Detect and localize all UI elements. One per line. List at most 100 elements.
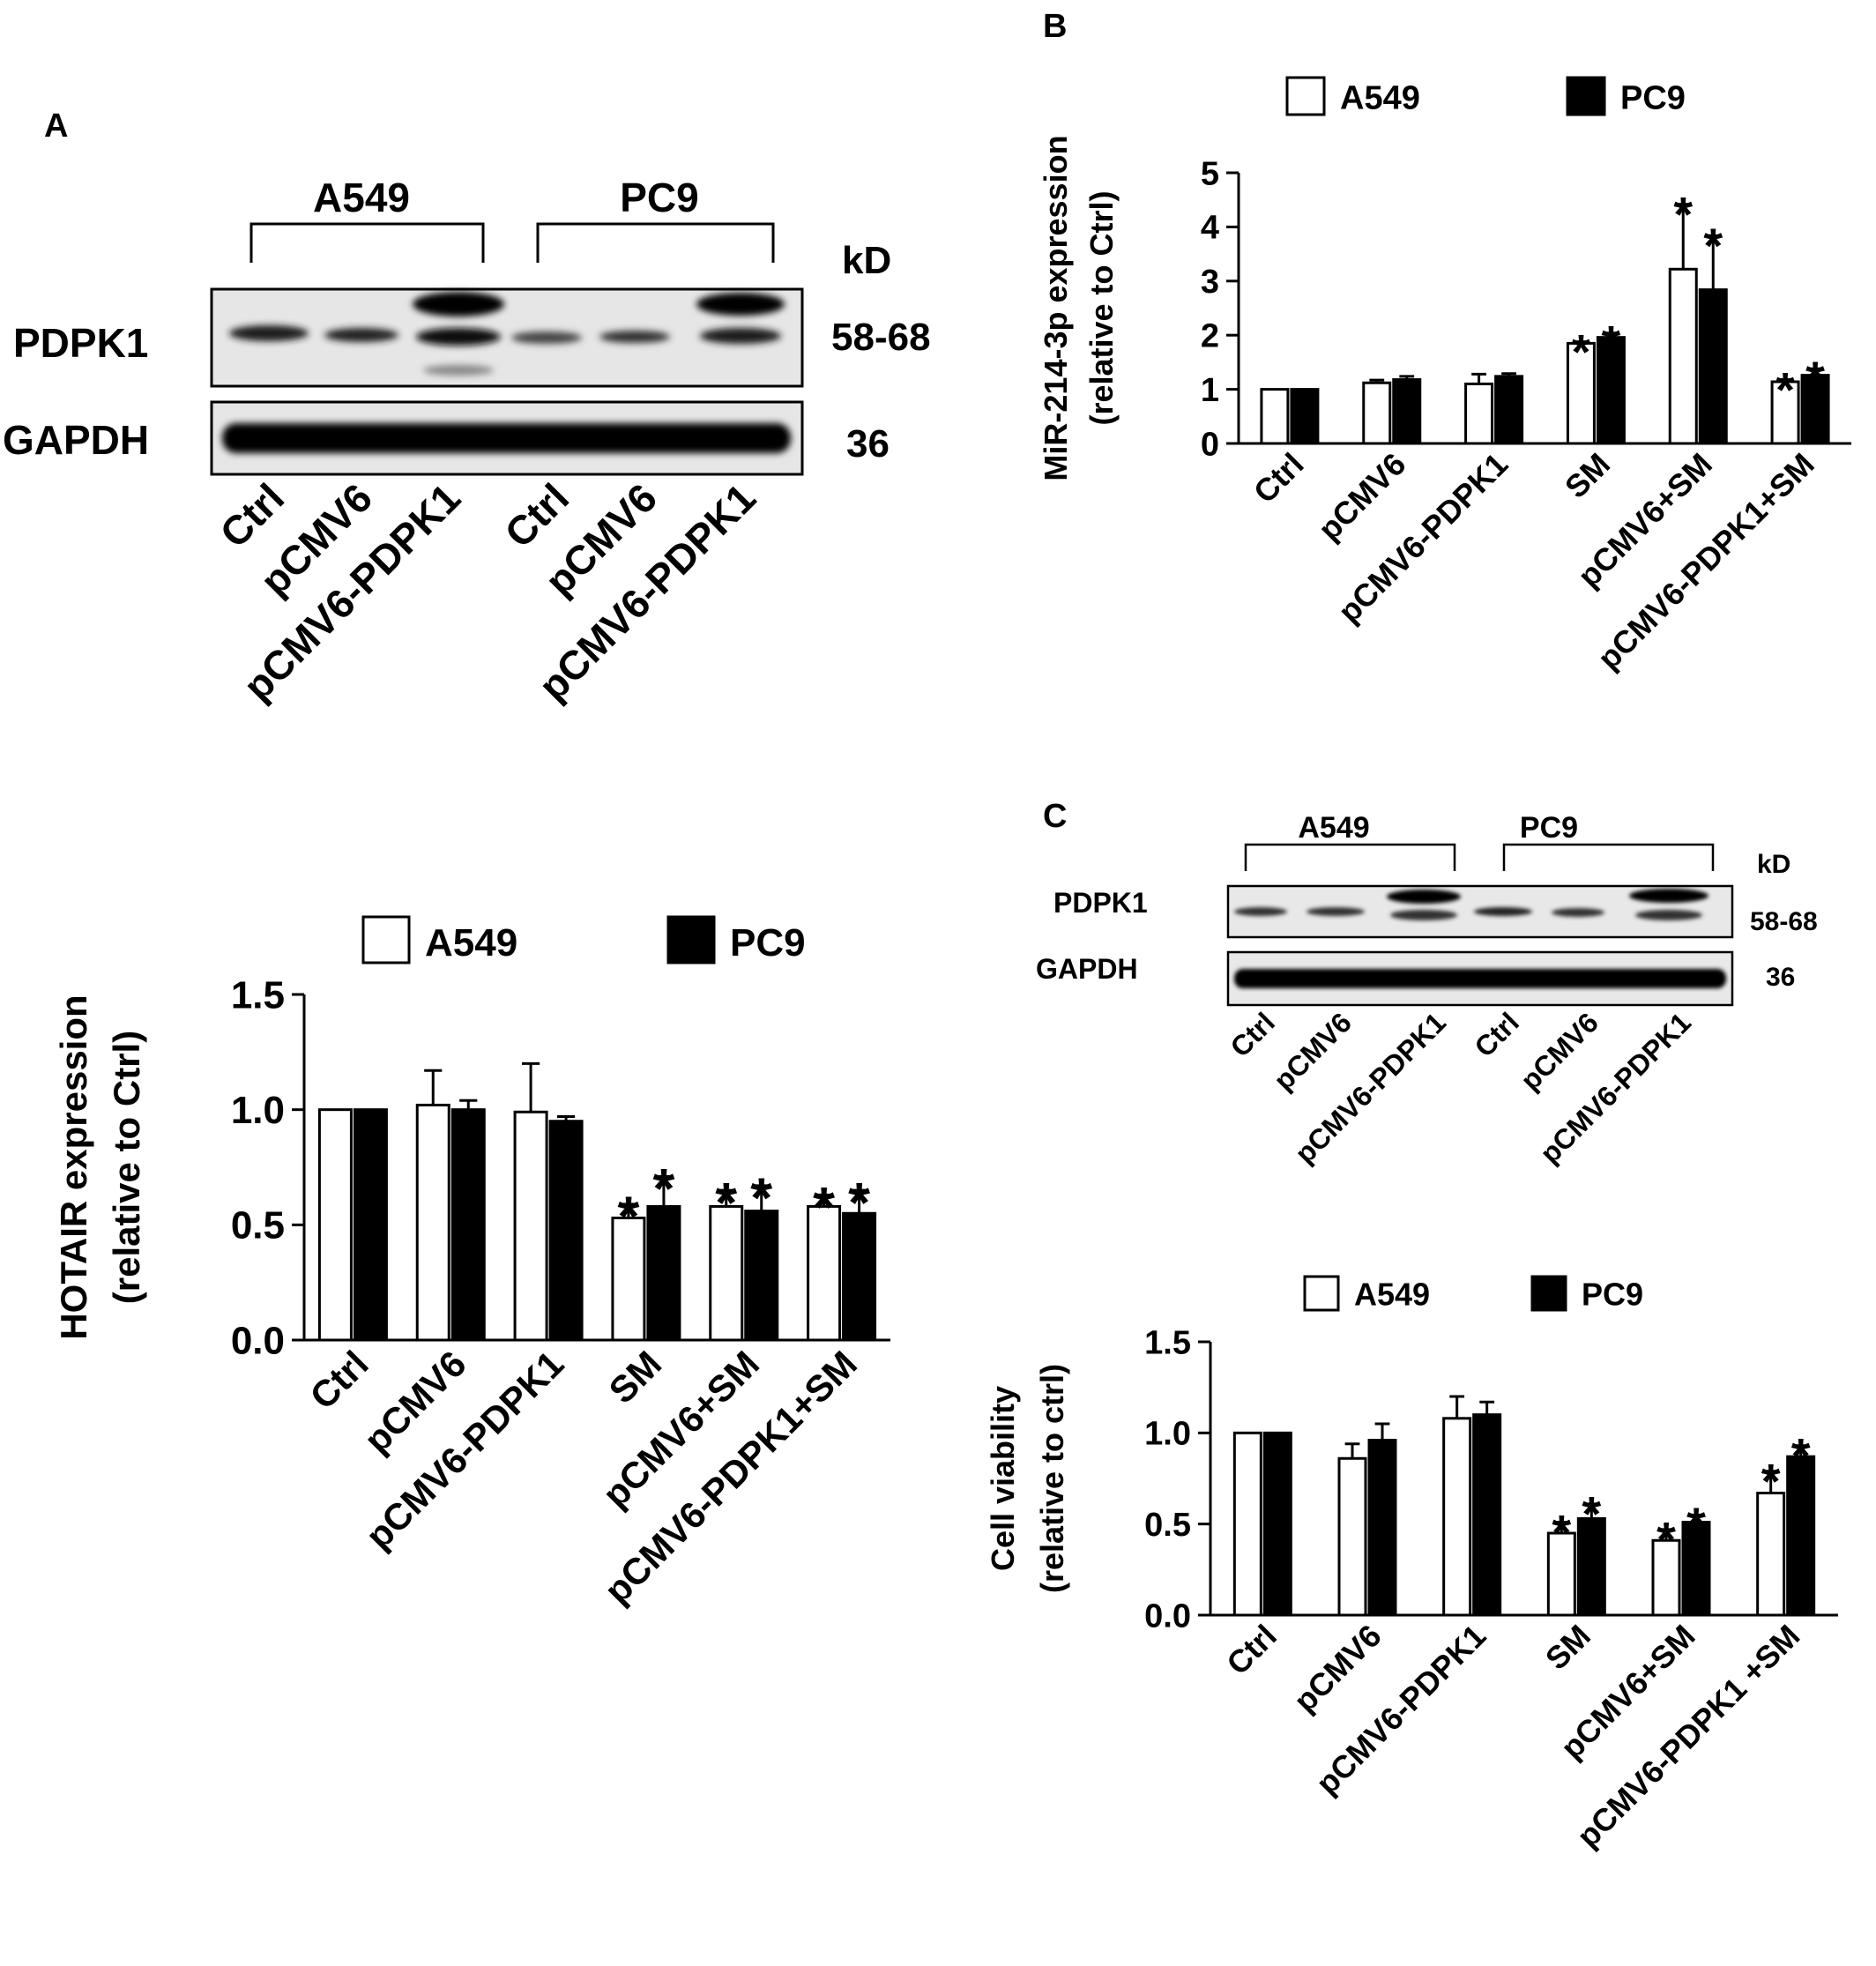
bar-pc9-3	[1596, 336, 1626, 445]
significance-star: *	[1656, 1512, 1676, 1568]
band	[511, 331, 582, 344]
significance-star: *	[1572, 324, 1591, 379]
y-tick-label: 4	[1201, 210, 1219, 247]
bar-a549-0	[1260, 388, 1290, 445]
legend-swatch-a549	[1285, 76, 1326, 116]
bar-a549-1	[415, 1103, 450, 1342]
lane-label: Ctrl	[1469, 1006, 1525, 1062]
bar-pc9-5	[842, 1211, 877, 1342]
chart-hotair: 0.0 0.5 1.0 1.5 HOTAIR expression (relative t…	[53, 915, 890, 1612]
blot-c-bracket-pc9	[1502, 843, 1715, 871]
legend-label-pc9: PC9	[730, 921, 806, 964]
bar-a549-1	[1362, 381, 1392, 445]
bar-pc9-5	[1800, 374, 1830, 445]
band	[1629, 889, 1708, 903]
legend-swatch-a549	[361, 915, 411, 964]
bar-a549-2	[1464, 382, 1494, 445]
y-axis-label: (relative to Ctrl)	[1083, 190, 1120, 425]
blot-a-bracket-a549	[249, 222, 485, 263]
band	[1474, 907, 1532, 916]
lane-label: pCMV6	[1268, 1006, 1358, 1096]
band	[1387, 890, 1461, 904]
significance-star: *	[1673, 186, 1693, 242]
blot-c-pdpk1-bands	[1234, 889, 1708, 920]
significance-star: *	[750, 1166, 772, 1230]
y-axis-label: (relative to ctrl)	[1034, 1364, 1070, 1593]
bar-pc9-3	[646, 1204, 681, 1342]
bar-pc9-0	[1262, 1431, 1292, 1617]
bar-a549-2	[1442, 1417, 1472, 1617]
blot-a-pdpk1-bands	[229, 292, 785, 376]
band	[413, 292, 504, 316]
bar-a549-4	[1651, 1538, 1681, 1617]
blot-c-kd-header: kD	[1757, 850, 1790, 879]
x-tick-label: Ctrl	[1219, 1618, 1284, 1682]
bar-a549-4	[1668, 267, 1698, 445]
x-tick-label: pCMV6	[1286, 1618, 1388, 1719]
y-tick-label: 1.5	[231, 973, 285, 1017]
blot-c-group-pc9: PC9	[1520, 811, 1578, 845]
western-blot-c: A549 PC9 kD PDPK1 GAPDH 58-68 36	[1036, 811, 1818, 1007]
band	[1234, 907, 1287, 916]
y-axis-label: HOTAIR expression	[53, 994, 94, 1339]
blot-c-group-a549: A549	[1298, 811, 1369, 845]
blot-a-kd-header: kD	[842, 239, 891, 282]
bar-a549-2	[513, 1110, 548, 1342]
bar-a549-5	[807, 1204, 842, 1342]
legend-label-a549: A549	[1340, 80, 1420, 117]
significance-star: *	[813, 1175, 835, 1239]
significance-star: *	[1582, 1486, 1601, 1542]
bar-a549-0	[1232, 1431, 1262, 1617]
legend-label-a549: A549	[425, 921, 517, 964]
y-tick-label: 1.5	[1144, 1324, 1191, 1361]
blot-a-group-pc9: PC9	[620, 175, 698, 220]
band	[1390, 910, 1457, 920]
significance-star: *	[1805, 351, 1825, 406]
y-tick-label: 2	[1201, 318, 1219, 355]
blot-c-kd-pdpk1: 58-68	[1750, 907, 1818, 936]
significance-star: *	[1552, 1504, 1571, 1560]
band	[423, 365, 494, 376]
x-tick-label: SM	[1538, 1618, 1597, 1677]
y-tick-label: 0.5	[1144, 1507, 1191, 1544]
bar-pc9-1	[1367, 1439, 1397, 1617]
lane-label: Ctrl	[1225, 1006, 1281, 1062]
bar-a549-0	[317, 1108, 353, 1342]
significance-star: *	[1686, 1497, 1706, 1553]
bar-pc9-2	[548, 1120, 584, 1342]
y-tick-label: 5	[1201, 155, 1219, 192]
band	[599, 331, 670, 343]
blot-c-bracket-a549	[1244, 843, 1456, 871]
y-tick-label: 1.0	[1144, 1416, 1191, 1453]
y-tick-label: 0.0	[231, 1319, 285, 1362]
blot-a-gapdh-band	[222, 423, 791, 453]
band	[1306, 907, 1365, 916]
significance-star: *	[1703, 218, 1723, 273]
bar-pc9-3	[1576, 1516, 1606, 1617]
panel-label-c: C	[1043, 798, 1067, 835]
legend-swatch-pc9	[1530, 1275, 1567, 1312]
significance-star: *	[848, 1171, 870, 1234]
significance-star: *	[715, 1171, 737, 1234]
legend-swatch-pc9	[1566, 76, 1606, 116]
bar-pc9-4	[1698, 288, 1728, 445]
bar-pc9-1	[450, 1108, 486, 1342]
blot-a-protein-pdpk1: PDPK1	[13, 320, 148, 366]
x-tick-label: Ctrl	[302, 1343, 376, 1417]
y-tick-label: 0.0	[1144, 1597, 1191, 1635]
legend-label-pc9: PC9	[1582, 1276, 1643, 1312]
band	[700, 328, 781, 344]
band	[1635, 910, 1702, 920]
western-blot-a: A549 PC9 kD PDPK1 GAPDH 58-68 36	[3, 175, 931, 476]
blot-c-kd-gapdh: 36	[1766, 963, 1795, 992]
chart-viability: 0.0 0.5 1.0 1.5 Cell viability (relative to c…	[985, 1275, 1838, 1854]
bar-a549-5	[1756, 1492, 1786, 1617]
bar-pc9-5	[1786, 1455, 1816, 1617]
bar-pc9-2	[1472, 1413, 1502, 1617]
y-tick-label: 1.0	[231, 1089, 285, 1132]
y-tick-label: 0.5	[231, 1204, 285, 1247]
band	[696, 293, 785, 316]
blot-a-protein-gapdh: GAPDH	[3, 417, 149, 463]
